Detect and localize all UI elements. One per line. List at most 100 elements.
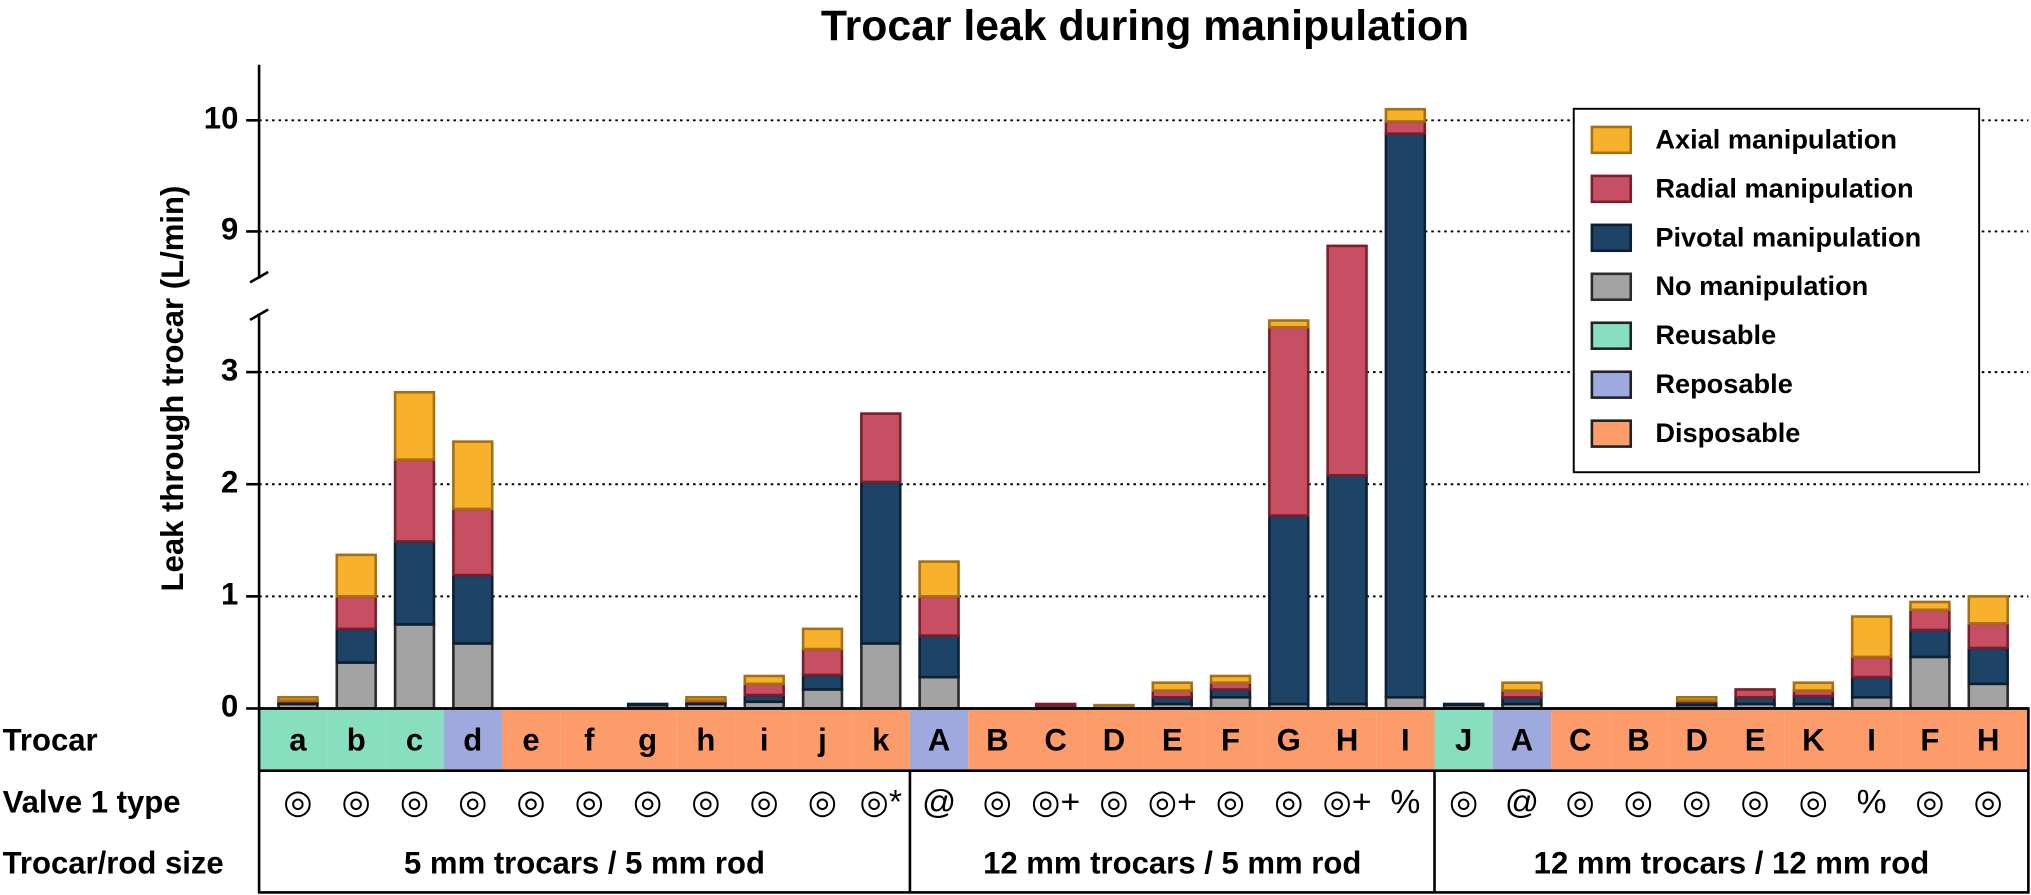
trocar-label: b xyxy=(347,722,366,757)
bar-segment xyxy=(743,674,785,686)
trocar-type-cell xyxy=(851,708,910,771)
axis-break xyxy=(249,270,269,284)
bar-segment xyxy=(277,695,319,702)
valve-type: @ xyxy=(922,784,956,821)
valve-type: ◎+ xyxy=(1031,784,1080,821)
trocar-type-cell xyxy=(1143,708,1202,771)
bar-segment xyxy=(860,412,902,484)
legend-label: Disposable xyxy=(1655,417,1800,448)
bar-segment xyxy=(1967,646,2009,686)
y-tick-label: 2 xyxy=(221,464,238,499)
bar-segment xyxy=(1034,702,1077,708)
legend-label: Radial manipulation xyxy=(1655,172,1913,203)
bar-segment xyxy=(1967,621,2009,650)
trocar-label: J xyxy=(1455,722,1472,757)
trocar-label: K xyxy=(1802,722,1825,757)
trocar-type-cell xyxy=(1551,708,1610,771)
bar-segment xyxy=(1268,319,1310,329)
trocar-type-cell xyxy=(1026,708,1085,771)
valve-type: ◎ xyxy=(633,784,662,821)
bar-segment xyxy=(1093,703,1135,709)
legend-swatch xyxy=(1590,321,1633,350)
bar-segment xyxy=(1909,628,1951,659)
bar-segment xyxy=(393,623,436,710)
valve-type: @ xyxy=(1505,784,1539,821)
valve-type: ◎ xyxy=(516,784,545,821)
trocar-type-cell xyxy=(385,708,444,771)
y-tick-label: 9 xyxy=(221,212,238,247)
valve-type: ◎ xyxy=(1449,784,1478,821)
legend-swatch xyxy=(1590,419,1633,448)
trocar-label: j xyxy=(817,722,827,757)
trocar-type-cell xyxy=(968,708,1027,771)
valve-type: ◎ xyxy=(1740,784,1769,821)
trocar-type-cell xyxy=(1667,708,1726,771)
bar-segment xyxy=(1151,681,1193,692)
bar-segment xyxy=(1326,473,1368,706)
bar-segment xyxy=(1209,695,1252,710)
bar-segment xyxy=(1384,695,1427,710)
valve-type: ◎ xyxy=(400,784,429,821)
valve-type: ◎ xyxy=(1799,784,1828,821)
valve-type: ◎ xyxy=(1566,784,1595,821)
valve-type: ◎ xyxy=(983,784,1012,821)
trocar-label: H xyxy=(1336,722,1358,757)
valve-type: ◎ xyxy=(283,784,312,821)
bar-segment xyxy=(335,553,377,598)
trocar-type-cell xyxy=(1492,708,1552,771)
trocar-label: C xyxy=(1569,722,1591,757)
trocar-type-cell xyxy=(1434,708,1493,771)
trocar-type-cell xyxy=(1376,708,1435,771)
bar-segment xyxy=(1384,120,1427,135)
group-label: 12 mm trocars / 12 mm rod xyxy=(1534,845,1930,880)
trocar-label: h xyxy=(696,722,715,757)
bar-segment xyxy=(1850,615,1893,659)
trocar-label: f xyxy=(584,722,595,757)
bar-segment xyxy=(1967,682,2009,710)
trocar-label: A xyxy=(1511,722,1533,757)
valve-type: ◎ xyxy=(691,784,720,821)
trocar-label: c xyxy=(406,722,423,757)
bar-segment xyxy=(918,675,960,710)
bar-segment xyxy=(335,627,377,664)
trocar-type-cell xyxy=(1900,708,1960,771)
bar-segment xyxy=(1209,674,1252,684)
trocar-type-cell xyxy=(1959,708,2029,771)
legend-label: Reposable xyxy=(1655,368,1793,399)
trocar-label: F xyxy=(1221,722,1240,757)
legend: Axial manipulation Radial manipulation Piv… xyxy=(1572,107,1981,474)
trocar-label: I xyxy=(1867,722,1876,757)
valve-type: ◎ xyxy=(458,784,487,821)
legend-swatch xyxy=(1590,174,1633,204)
bar-segment xyxy=(393,458,436,543)
bar-segment xyxy=(743,682,785,697)
legend-swatch xyxy=(1590,370,1633,399)
bar-segment xyxy=(452,573,494,645)
valve-type: % xyxy=(1390,784,1420,821)
trocar-label: C xyxy=(1044,722,1066,757)
valve-type: ◎* xyxy=(860,784,902,821)
legend-swatch xyxy=(1590,223,1633,253)
trocar-type-cell xyxy=(1201,708,1260,771)
trocar-label: G xyxy=(1277,722,1301,757)
chart-title: Trocar leak during manipulation xyxy=(821,2,1469,50)
trocar-label: B xyxy=(986,722,1008,757)
trocar-type-cell xyxy=(259,708,328,771)
trocar-type-cell xyxy=(1259,708,1318,771)
bar-segment xyxy=(1909,608,1951,632)
bar-segment xyxy=(1909,655,1951,710)
trocar-label: E xyxy=(1745,722,1766,757)
trocar-type-cell xyxy=(735,708,794,771)
trocar-type-cell xyxy=(1317,708,1377,771)
valve-type: ◎ xyxy=(1974,784,2003,821)
valve-type: ◎+ xyxy=(1323,784,1372,821)
trocar-label: D xyxy=(1686,722,1708,757)
legend-label: Pivotal manipulation xyxy=(1655,221,1921,252)
bar-segment xyxy=(393,390,436,461)
legend-label: Axial manipulation xyxy=(1655,123,1897,154)
trocar-label: a xyxy=(289,722,307,757)
trocar-type-cell xyxy=(1609,708,1668,771)
trocar-type-cell xyxy=(327,708,386,771)
valve-type: ◎ xyxy=(342,784,371,821)
legend-box xyxy=(1572,107,1981,474)
